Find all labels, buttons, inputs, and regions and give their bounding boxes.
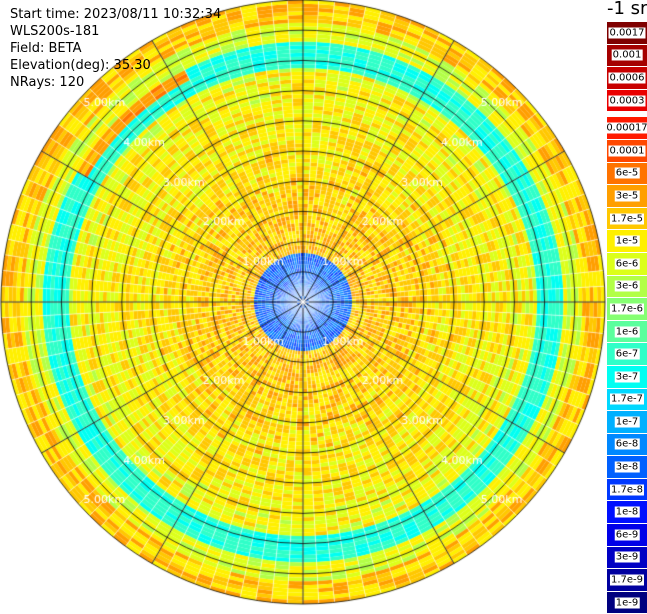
colorbar-step: 6e-6 — [607, 252, 647, 276]
colorbar-tick-label: 1e-6 — [614, 326, 640, 338]
colorbar-tick-label: 3e-9 — [614, 551, 640, 563]
colorbar-tick-label: 6e-6 — [614, 258, 640, 270]
colorbar-step: 1e-7 — [607, 411, 647, 434]
colorbar-tick-label: 1.7e-8 — [609, 484, 645, 496]
colorbar-tick-label: 6e-5 — [614, 167, 640, 179]
colorbar-step: 1e-5 — [607, 230, 647, 253]
colorbar-step: 3e-6 — [607, 275, 647, 299]
colorbar-step: 3e-9 — [607, 546, 647, 570]
start-time-label: Start time: 2023/08/11 10:32:34 — [10, 7, 222, 22]
colorbar-step: 0.00017 — [605, 117, 647, 140]
elevation-label: Elevation(deg): 35.30 — [10, 58, 151, 73]
colorbar-step: 1.7e-5 — [607, 207, 647, 231]
colorbar-tick-label: 1e-9 — [614, 597, 640, 609]
colorbar-step: 1.7e-9 — [607, 569, 647, 592]
colorbar-step: 6e-9 — [607, 524, 647, 547]
colorbar-step: 0.0001 — [607, 139, 647, 163]
colorbar-step: 3e-7 — [607, 365, 647, 389]
field-label: Field: BETA — [10, 41, 82, 56]
colorbar-tick-label: 1.7e-5 — [609, 213, 645, 225]
colorbar-step: 1e-9 — [607, 591, 647, 614]
colorbar-step: 0.0003 — [607, 89, 647, 113]
colorbar-step: 1.7e-7 — [607, 388, 647, 412]
colorbar-tick-label: 6e-7 — [614, 348, 640, 360]
colorbar-tick-label: 0.0006 — [608, 72, 646, 84]
device-label: WLS200s-181 — [10, 24, 100, 39]
colorbar-tick-label: 6e-9 — [614, 529, 640, 541]
colorbar-step: 1.7e-6 — [607, 298, 647, 321]
colorbar-step: 6e-8 — [607, 433, 647, 457]
colorbar-tick-label: 1e-8 — [614, 506, 640, 518]
colorbar-tick-label: 0.0017 — [608, 27, 646, 39]
colorbar-step: 0.001 — [607, 44, 647, 68]
colorbar-unit: -1 sr — [607, 0, 647, 19]
nrays-label: NRays: 120 — [10, 75, 85, 90]
colorbar-tick-label: 1e-5 — [614, 235, 640, 247]
colorbar-tick-label: 1.7e-6 — [609, 303, 645, 315]
colorbar-tick-label: 3e-6 — [614, 280, 640, 292]
colorbar-tick-label: 1e-7 — [614, 416, 640, 428]
colorbar-step: 3e-8 — [607, 456, 647, 479]
colorbar-tick-label: 1.7e-9 — [609, 574, 645, 586]
colorbar-step: 1.7e-8 — [607, 478, 647, 502]
colorbar-tick-label: 0.00017 — [605, 122, 647, 134]
colorbar-step: 6e-5 — [607, 162, 647, 186]
colorbar-tick-label: 3e-7 — [614, 371, 640, 383]
colorbar-tick-label: 1.7e-7 — [609, 393, 645, 405]
colorbar-tick-label: 6e-8 — [614, 438, 640, 450]
colorbar-step: 1e-8 — [607, 501, 647, 525]
colorbar-tick-label: 3e-5 — [614, 190, 640, 202]
colorbar-step: 3e-5 — [607, 185, 647, 208]
scan-info: Start time: 2023/08/11 10:32:34 WLS200s-… — [10, 6, 221, 91]
colorbar: 0.0017 0.001 0.0006 0.0003 0.00017 0.0001 6e-5… — [605, 22, 647, 614]
colorbar-step: 0.0006 — [607, 67, 647, 90]
colorbar-tick-label: 0.001 — [611, 49, 643, 61]
colorbar-step: 0.0017 — [607, 22, 647, 45]
colorbar-step: 1e-6 — [607, 320, 647, 344]
colorbar-step: 6e-7 — [607, 343, 647, 366]
colorbar-tick-label: 3e-8 — [614, 461, 640, 473]
colorbar-tick-label: 0.0001 — [608, 145, 646, 157]
colorbar-tick-label: 0.0003 — [608, 95, 646, 107]
